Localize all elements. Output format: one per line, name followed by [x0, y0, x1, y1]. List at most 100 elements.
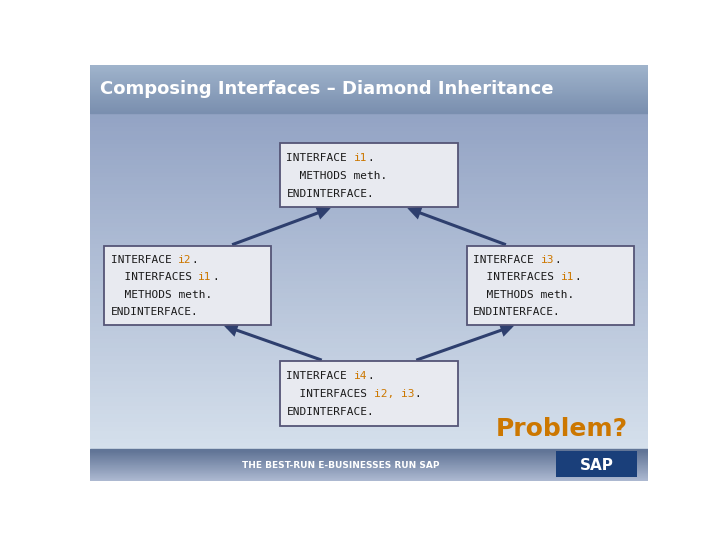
Bar: [90, 260, 648, 265]
Bar: [90, 107, 648, 108]
Bar: [90, 65, 648, 69]
Bar: [90, 364, 648, 368]
Bar: [90, 373, 648, 377]
Bar: [90, 98, 648, 99]
Bar: [90, 198, 648, 202]
Bar: [90, 464, 648, 465]
Text: .: .: [212, 273, 219, 282]
Bar: [90, 239, 648, 244]
Bar: [90, 99, 648, 100]
Text: i2: i2: [178, 255, 192, 265]
Bar: [90, 389, 648, 393]
Bar: [90, 89, 648, 90]
Bar: [90, 110, 648, 111]
Bar: [90, 94, 648, 98]
Text: METHODS meth.: METHODS meth.: [111, 289, 212, 300]
Bar: [90, 67, 648, 68]
Bar: [90, 327, 648, 331]
Bar: [90, 206, 648, 210]
Text: i1: i1: [354, 153, 367, 163]
Bar: [90, 69, 648, 70]
Bar: [90, 418, 648, 422]
Bar: [90, 214, 648, 219]
Bar: [90, 450, 648, 451]
Bar: [90, 90, 648, 91]
Text: .: .: [367, 153, 374, 163]
Bar: [90, 285, 648, 289]
Bar: [90, 457, 648, 458]
Bar: [90, 478, 648, 479]
Bar: [90, 177, 648, 181]
Bar: [90, 165, 648, 168]
Bar: [90, 103, 648, 104]
Bar: [90, 331, 648, 335]
Bar: [90, 71, 648, 72]
Bar: [90, 360, 648, 364]
Bar: [90, 114, 648, 119]
Bar: [90, 377, 648, 381]
Bar: [90, 97, 648, 98]
Bar: [90, 101, 648, 102]
Bar: [90, 90, 648, 94]
Bar: [90, 319, 648, 322]
Text: INTERFACE: INTERFACE: [287, 372, 354, 381]
Text: .: .: [575, 273, 581, 282]
Bar: [90, 456, 648, 457]
Bar: [90, 131, 648, 136]
Bar: [90, 449, 648, 450]
Bar: [90, 414, 648, 418]
Text: i2, i3: i2, i3: [374, 389, 415, 399]
Text: Composing Interfaces – Diamond Inheritance: Composing Interfaces – Diamond Inheritan…: [100, 80, 554, 98]
Bar: [90, 427, 648, 431]
Bar: [90, 410, 648, 414]
Bar: [90, 160, 648, 165]
FancyBboxPatch shape: [90, 65, 648, 113]
Bar: [90, 385, 648, 389]
Bar: [90, 439, 648, 443]
Bar: [90, 474, 648, 475]
Bar: [90, 106, 648, 107]
Text: .: .: [367, 372, 374, 381]
Bar: [90, 82, 648, 83]
Bar: [90, 431, 648, 435]
Bar: [90, 112, 648, 113]
Bar: [90, 185, 648, 190]
Bar: [90, 480, 648, 481]
Bar: [90, 435, 648, 439]
Bar: [90, 85, 648, 86]
Bar: [90, 464, 648, 468]
Bar: [90, 106, 648, 111]
Bar: [90, 102, 648, 106]
Bar: [90, 108, 648, 109]
Bar: [90, 104, 648, 105]
FancyBboxPatch shape: [279, 361, 458, 426]
Bar: [90, 105, 648, 106]
Bar: [90, 402, 648, 406]
Bar: [90, 462, 648, 463]
Bar: [90, 168, 648, 173]
Bar: [90, 100, 648, 101]
Bar: [90, 140, 648, 144]
Bar: [90, 181, 648, 185]
Bar: [90, 468, 648, 469]
Bar: [90, 356, 648, 360]
Text: METHODS meth.: METHODS meth.: [473, 289, 575, 300]
Bar: [90, 406, 648, 410]
Bar: [90, 83, 648, 84]
Bar: [90, 455, 648, 456]
Bar: [90, 75, 648, 76]
Bar: [90, 119, 648, 123]
Bar: [90, 70, 648, 71]
Bar: [90, 368, 648, 373]
Bar: [90, 78, 648, 79]
Bar: [90, 470, 648, 471]
Bar: [90, 476, 648, 477]
Text: ENDINTERFACE.: ENDINTERFACE.: [287, 189, 374, 199]
Bar: [90, 463, 648, 464]
Bar: [90, 314, 648, 319]
Text: INTERFACES: INTERFACES: [287, 389, 374, 399]
Bar: [90, 202, 648, 206]
Text: .: .: [554, 255, 561, 265]
Bar: [90, 98, 648, 102]
Bar: [90, 94, 648, 96]
